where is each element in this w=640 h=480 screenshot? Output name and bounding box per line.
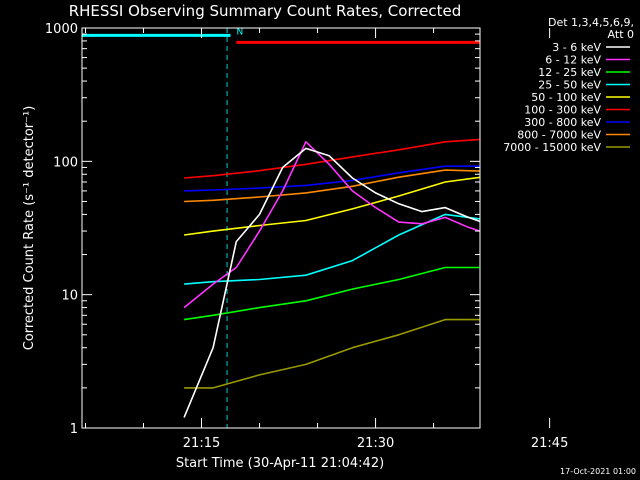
footer-timestamp: 17-Oct-2021 01:00	[560, 467, 636, 476]
legend-entry-label: 100 - 300 keV	[524, 104, 601, 117]
x-tick-label: 21:15	[183, 436, 220, 451]
legend-entry-label: 50 - 100 keV	[531, 91, 601, 104]
y-tick-label: 1000	[45, 22, 78, 37]
series-line-5	[184, 138, 480, 179]
legend-entry-label: 3 - 6 keV	[552, 41, 601, 54]
series-line-4	[183, 176, 480, 236]
legend-entry-label: 7000 - 15000 keV	[503, 141, 601, 154]
legend-entry-label: 25 - 50 keV	[538, 79, 601, 92]
legend-header-line1: Det 1,3,4,5,6,9,	[548, 16, 634, 29]
chart-title: RHESSI Observing Summary Count Rates, Co…	[69, 2, 462, 20]
legend-entry-label: 6 - 12 keV	[545, 54, 601, 67]
plot-frame	[81, 27, 481, 429]
y-tick-label: 10	[61, 289, 78, 304]
x-axis-label: Start Time (30-Apr-11 21:04:42)	[176, 456, 384, 471]
series-line-7	[184, 169, 480, 203]
legend-entry-label: 800 - 7000 keV	[517, 129, 601, 142]
series-line-3	[184, 213, 480, 285]
series-line-6	[184, 165, 480, 192]
y-axis: 1 10 100 1000	[45, 22, 480, 437]
y-tick-label: 1	[70, 422, 78, 437]
y-tick-label: 100	[53, 155, 78, 170]
series-line-0	[183, 147, 480, 418]
x-tick-label: 21:30	[357, 436, 394, 451]
series-line-8	[184, 318, 480, 389]
series-line-1	[183, 141, 480, 309]
series-line-2	[183, 266, 480, 321]
legend-entry-label: 300 - 800 keV	[524, 116, 601, 129]
plot-area: NF	[82, 27, 480, 428]
x-tick-label: 21:45	[531, 436, 568, 451]
y-axis-label: Corrected Count Rate (s⁻¹ detector⁻¹)	[22, 106, 37, 351]
flag-label-N: N	[237, 27, 244, 37]
legend-header-line2: Att 0	[608, 28, 634, 41]
legend-entry-label: 12 - 25 keV	[538, 66, 601, 79]
